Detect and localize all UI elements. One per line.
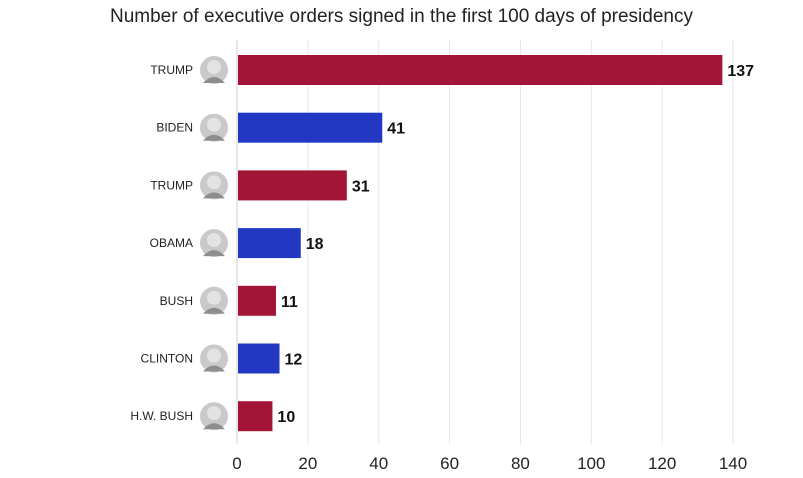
avatar-face [207,348,221,363]
bar [238,228,301,259]
data-label: 31 [352,178,370,195]
data-label: 18 [306,236,324,253]
bar [238,401,273,432]
bar [238,170,347,201]
avatar-shoulders [203,77,225,83]
bar [238,285,276,316]
x-tick-label: 80 [511,454,530,473]
avatar-face [207,406,221,421]
category-label: TRUMP [150,178,193,192]
avatar-face [207,290,221,305]
avatar-face [207,60,221,74]
x-tick-label: 120 [648,454,676,473]
category-label: BUSH [160,294,193,308]
avatar-shoulders [203,250,225,257]
x-tick-label: 60 [440,454,459,473]
bar [238,55,723,85]
category-label: CLINTON [141,352,193,366]
x-tick-label: 140 [719,454,747,473]
category-label: BIDEN [156,121,193,135]
x-tick-label: 100 [577,454,605,473]
data-label: 10 [277,409,295,426]
avatar-shoulders [203,423,225,430]
x-tick-label: 0 [232,454,241,473]
category-label: TRUMP [150,63,193,77]
avatar-shoulders [203,134,225,141]
data-label: 12 [285,352,303,369]
avatar-face [207,175,221,190]
data-label: 11 [281,294,298,311]
avatar-face [207,117,221,132]
avatar-shoulders [203,365,225,372]
data-label: 41 [387,121,405,138]
chart-title: Number of executive orders signed in the… [110,6,693,27]
avatar-shoulders [203,307,225,314]
category-label: H.W. BUSH [130,409,193,423]
x-tick-label: 20 [298,454,317,473]
avatar-face [207,233,221,248]
x-tick-label: 40 [369,454,388,473]
avatar-shoulders [203,192,225,199]
bar [238,343,280,374]
bar [238,112,383,143]
data-label: 137 [727,63,754,80]
category-label: OBAMA [150,236,193,250]
